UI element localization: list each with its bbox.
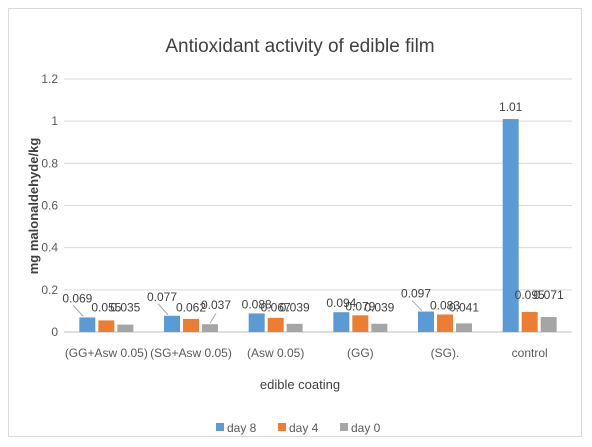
y-tick-label: 0.6: [41, 199, 58, 213]
data-label: 0.077: [147, 290, 177, 304]
y-tick-labels: 0 0.2 0.4 0.6 0.8 1 1.2: [41, 72, 58, 339]
bar: [164, 315, 180, 332]
x-tick-label: (GG): [347, 346, 374, 360]
y-tick-label: 0: [51, 325, 58, 339]
data-label: 0.069: [62, 291, 92, 305]
bar: [437, 314, 453, 332]
legend-swatch: [278, 423, 286, 431]
data-label: 0.088: [242, 297, 272, 311]
bar: [333, 312, 350, 332]
gridlines: [64, 78, 572, 333]
x-axis-label: edible coating: [260, 377, 340, 392]
y-tick-label: 1.2: [41, 72, 58, 86]
bar: [267, 317, 284, 332]
bar: [371, 323, 388, 332]
legend-label: day 4: [289, 421, 319, 435]
x-tick-label: (Asw 0.05): [247, 346, 304, 360]
data-label: 0.094: [326, 296, 356, 310]
bar: [183, 318, 199, 332]
leader-line: [72, 305, 84, 317]
bar: [521, 311, 538, 332]
legend: day 8 day 4 day 0: [216, 421, 381, 435]
legend-swatch: [340, 423, 348, 431]
bar: [456, 323, 472, 332]
data-label: 1.01: [499, 100, 523, 114]
leader-line: [157, 303, 169, 316]
data-label: 0.035: [110, 300, 140, 314]
x-tick-label: (SG+Asw 0.05): [150, 346, 232, 360]
chart-title: Antioxidant activity of edible film: [165, 36, 434, 57]
data-label: 0.039: [364, 300, 394, 314]
legend-swatch: [216, 423, 224, 431]
bar: [98, 320, 115, 332]
data-label: 0.041: [449, 300, 479, 314]
bar: [202, 324, 218, 332]
data-label: 0.079: [345, 299, 375, 313]
data-label: 0.062: [176, 300, 206, 314]
leader-lines: [72, 300, 423, 324]
bar: [418, 311, 434, 332]
x-tick-label: (SG).: [431, 346, 460, 360]
bar: [117, 324, 134, 332]
bars: [79, 119, 557, 332]
data-label: 0.095: [515, 288, 545, 302]
bar: [352, 315, 369, 332]
y-tick-label: 1: [51, 114, 58, 128]
leader-line: [411, 300, 423, 311]
y-tick-label: 0.2: [41, 283, 58, 297]
data-label: 0.039: [280, 300, 310, 314]
data-label: 0.097: [401, 287, 431, 301]
bar: [286, 323, 303, 332]
bar: [79, 317, 96, 332]
y-tick-label: 0.8: [41, 156, 58, 170]
data-label: 0.037: [201, 298, 231, 312]
y-tick-label: 0.4: [41, 241, 58, 255]
y-axis-label: mg malonaldehyde/kg: [26, 138, 41, 275]
x-tick-label: control: [512, 346, 548, 360]
bar: [540, 317, 557, 332]
x-tick-labels: (GG+Asw 0.05) (SG+Asw 0.05) (Asw 0.05) (GG)…: [65, 346, 548, 360]
data-label: 0.067: [261, 300, 291, 314]
legend-label: day 8: [227, 421, 257, 435]
x-tick-label: (GG+Asw 0.05): [65, 346, 148, 360]
leader-line: [209, 312, 217, 324]
data-label: 0.055: [91, 300, 121, 314]
bar: [502, 119, 519, 332]
data-label: 0.083: [430, 299, 460, 313]
legend-label: day 0: [351, 421, 381, 435]
bar: [248, 313, 265, 332]
data-label: 0.071: [534, 288, 564, 302]
